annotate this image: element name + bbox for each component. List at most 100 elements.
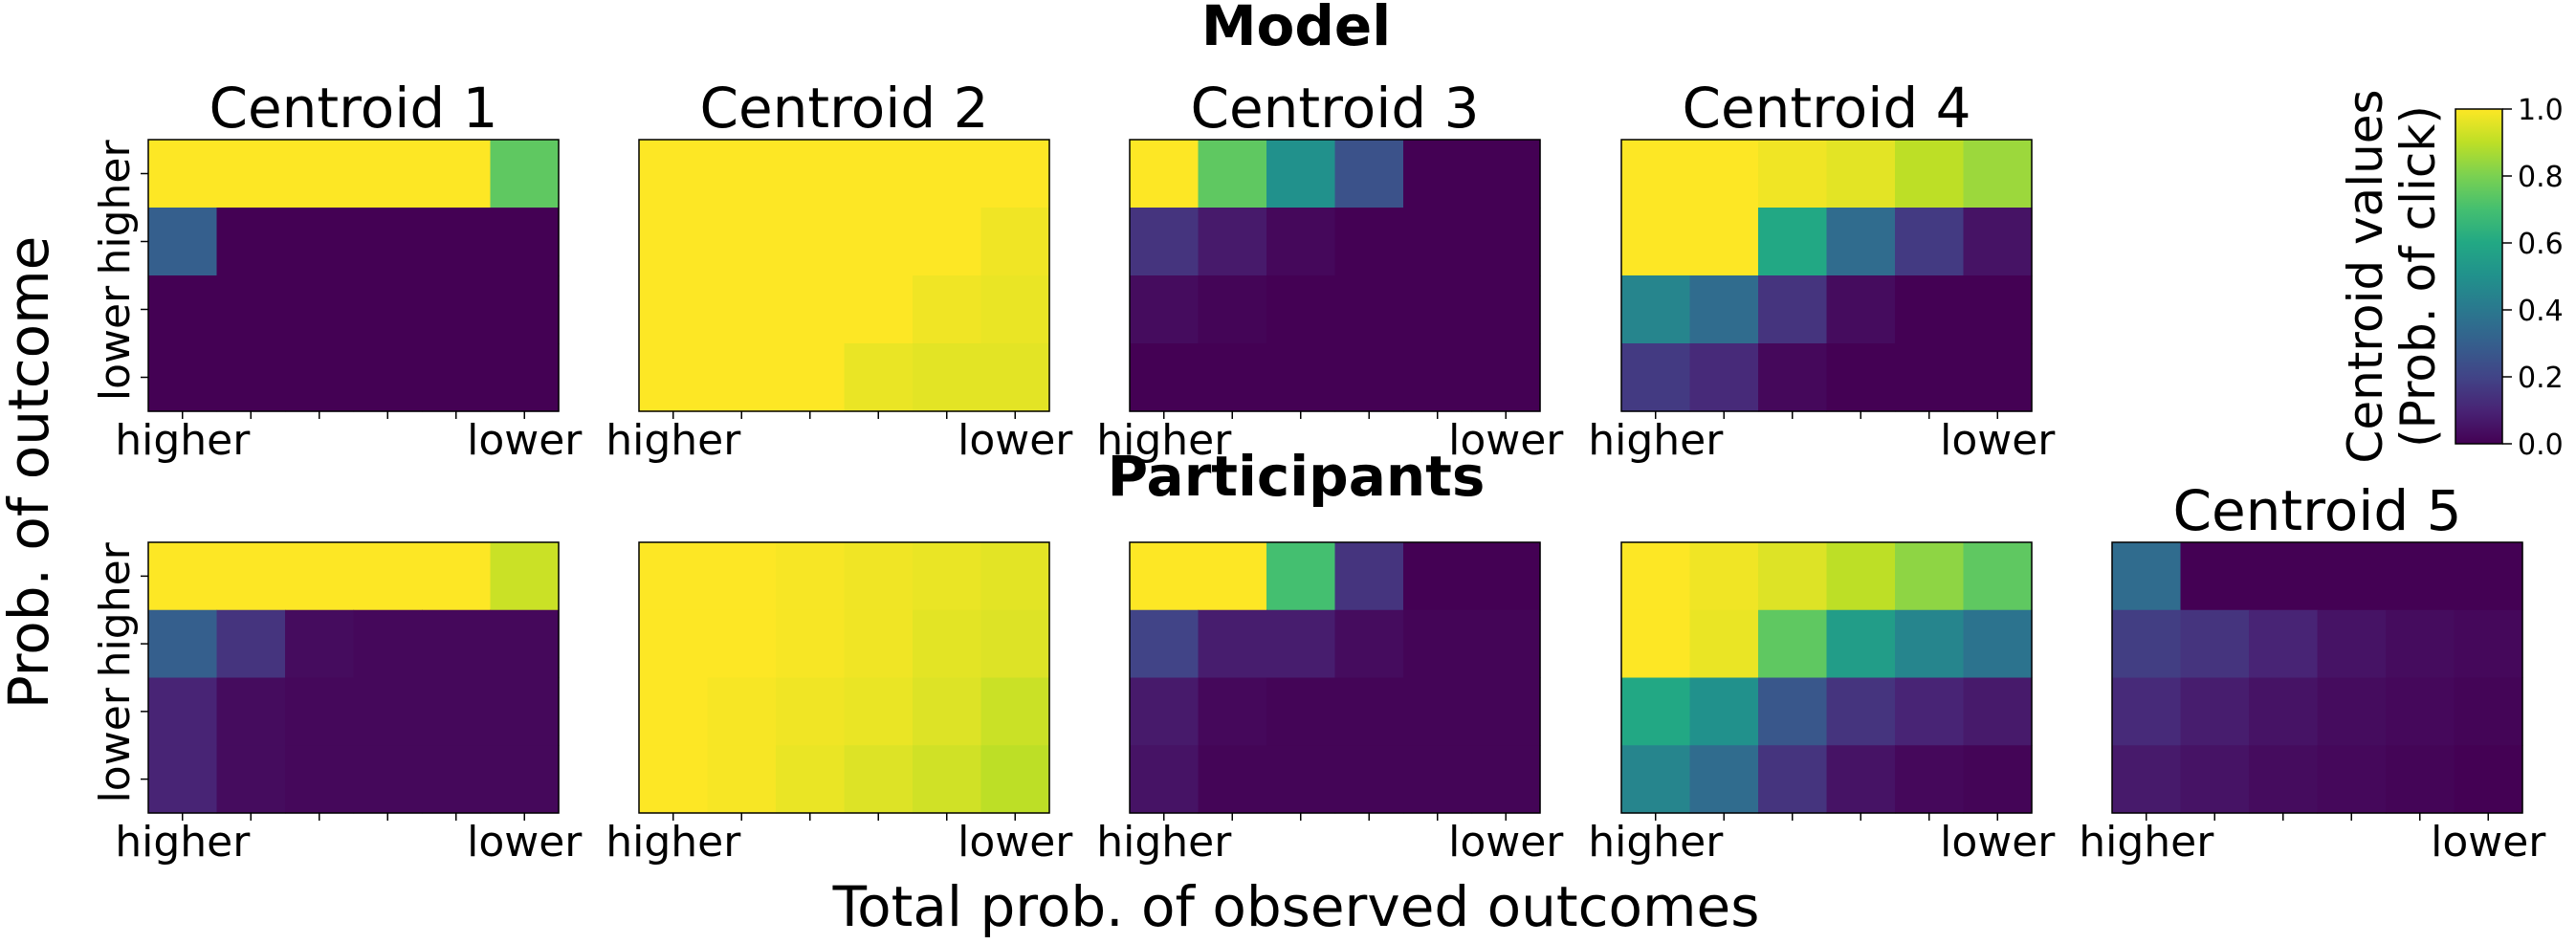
heatmap-cell: [1334, 343, 1404, 412]
heatmap-cell: [1621, 208, 1691, 276]
heatmap-cell: [148, 208, 218, 276]
heatmap-cell: [707, 275, 777, 344]
heatmap-cell: [353, 275, 423, 344]
heatmap-cell: [285, 275, 355, 344]
panel-frame: [638, 139, 1050, 412]
heatmap-cell: [422, 275, 492, 344]
heatmap-cell: [1198, 542, 1267, 611]
heatmap-cell: [707, 208, 777, 276]
heatmap-cell: [285, 677, 355, 746]
heatmap-cell: [1266, 745, 1336, 814]
y-tick-label: higher: [91, 541, 140, 677]
heatmap-cell: [1895, 343, 1965, 412]
x-tick-label: higher: [115, 818, 251, 867]
x-tick-label: higher: [1588, 818, 1724, 867]
heatmap-cell: [639, 609, 709, 679]
heatmap-cell: [1403, 343, 1473, 412]
heatmap-cell: [2317, 542, 2387, 611]
heatmap-cell: [490, 542, 560, 611]
heatmap-cell: [148, 542, 218, 611]
y-tick-label: higher: [91, 140, 140, 275]
heatmap-cell: [1895, 609, 1965, 679]
heatmap-cell: [1689, 609, 1759, 679]
heatmap-cell: [216, 609, 286, 679]
heatmap-cell: [490, 208, 560, 276]
heatmap-cell: [422, 542, 492, 611]
x-tick-label: higher: [1096, 416, 1232, 465]
heatmap-cell: [1198, 343, 1267, 412]
heatmap-cell: [2112, 745, 2182, 814]
heatmap-cell: [1963, 208, 2033, 276]
heatmap-cell: [1621, 609, 1691, 679]
heatmap-cell: [1471, 677, 1541, 746]
x-tick-label: higher: [2079, 818, 2214, 867]
heatmap-cell: [1826, 609, 1896, 679]
heatmap-cell: [913, 609, 982, 679]
heatmap-cell: [844, 208, 914, 276]
heatmap-cell: [707, 609, 777, 679]
heatmap-panel: Centroid 1 higher lower higher lower: [91, 76, 583, 465]
heatmap-cell: [2386, 609, 2455, 679]
heatmap-cell: [913, 343, 982, 412]
heatmap-cell: [1963, 542, 2033, 611]
heatmap-cell: [285, 609, 355, 679]
heatmap-cell: [2317, 677, 2387, 746]
heatmap-cell: [776, 275, 846, 344]
heatmap-cell: [216, 745, 286, 814]
heatmap-cell: [148, 275, 218, 344]
heatmap-cell: [2386, 542, 2455, 611]
heatmap-cell: [1895, 745, 1965, 814]
heatmap-cell: [844, 140, 914, 209]
colorbar-gradient: [2455, 108, 2503, 445]
heatmap-cell: [216, 275, 286, 344]
heatmap-cell: [844, 275, 914, 344]
heatmap-cell: [353, 542, 423, 611]
heatmap-cell: [422, 745, 492, 814]
panel-frame: [1620, 139, 2033, 412]
y-tick-label: lower: [91, 687, 140, 802]
heatmap-panel: higher lower higher lower: [91, 541, 583, 867]
heatmap-cell: [490, 343, 560, 412]
heatmap-cell: [490, 275, 560, 344]
heatmap-cell: [1403, 140, 1473, 209]
heatmap-cell: [216, 542, 286, 611]
heatmap-cell: [1689, 275, 1759, 344]
heatmap-cell: [1758, 208, 1828, 276]
heatmap-cell: [148, 745, 218, 814]
heatmap-cell: [353, 140, 423, 209]
heatmap-cell: [2386, 745, 2455, 814]
heatmap-cell: [980, 542, 1050, 611]
heatmap-panel: Centroid 4 higher lower: [1588, 76, 2056, 465]
heatmap-panel: Centroid 2 higher lower: [605, 76, 1073, 465]
heatmap-cell: [422, 343, 492, 412]
heatmap-cell: [1758, 677, 1828, 746]
colorbar: 0.0 0.2 0.4 0.6 0.8 1.0 Centroid values (Prob…: [2338, 89, 2564, 463]
heatmap-cell: [639, 542, 709, 611]
heatmap-cell: [285, 542, 355, 611]
heatmap-cell: [490, 745, 560, 814]
heatmap-cell: [1758, 542, 1828, 611]
heatmap-cell: [707, 140, 777, 209]
heatmap-cell: [1758, 745, 1828, 814]
heatmap-cell: [1403, 609, 1473, 679]
heatmap-cell: [776, 140, 846, 209]
heatmap-cell: [639, 677, 709, 746]
heatmap-cell: [216, 343, 286, 412]
heatmap-cell: [1963, 745, 2033, 814]
heatmap-cell: [1334, 677, 1404, 746]
x-tick-label: lower: [467, 818, 583, 867]
heatmap-panel: Centroid 3 higher lower: [1096, 76, 1564, 465]
heatmap-cell: [148, 609, 218, 679]
panel-title: Centroid 3: [1190, 76, 1479, 141]
colorbar-ticks: 0.0 0.2 0.4 0.6 0.8 1.0: [2502, 94, 2564, 462]
heatmap-cell: [1895, 140, 1965, 209]
heatmap-cell: [1826, 343, 1896, 412]
heatmap-cell: [776, 208, 846, 276]
heatmap-cell: [285, 140, 355, 209]
panel-frame: [147, 139, 560, 412]
heatmap-cell: [2454, 542, 2523, 611]
heatmap-cell: [1621, 745, 1691, 814]
x-tick-label: lower: [1448, 818, 1564, 867]
heatmap-cell: [1198, 275, 1267, 344]
